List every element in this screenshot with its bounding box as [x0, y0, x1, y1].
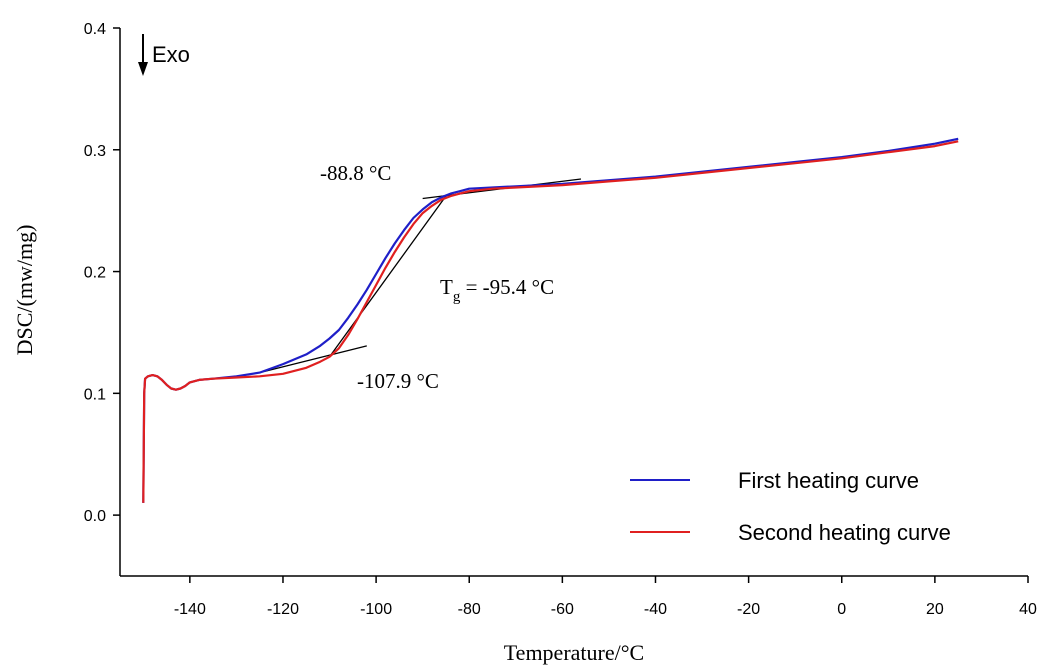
x-tick-label: 0	[837, 601, 846, 618]
tangent-line	[259, 345, 367, 374]
x-axis-ticks: -140 -120 -100 -80 -60 -40 -20 0 20 40	[174, 576, 1037, 618]
onset-temperature-label: -107.9 °C	[357, 369, 439, 393]
legend: First heating curve Second heating curve	[630, 468, 951, 545]
tg-value: = -95.4 °C	[460, 275, 554, 299]
y-axis-ticks: 0.0 0.1 0.2 0.3 0.4	[84, 21, 120, 525]
glass-transition-label: Tg = -95.4 °C	[440, 275, 554, 305]
tg-subscript: g	[453, 289, 461, 305]
series-line-second-heating	[142, 140, 959, 503]
y-axis-title: DSC/(mw/mg)	[12, 225, 37, 356]
tangent-line	[329, 195, 447, 358]
endset-temperature-label: -88.8 °C	[320, 161, 391, 185]
y-tick-label: 0.0	[84, 508, 106, 525]
legend-label-first-heating: First heating curve	[738, 468, 919, 493]
x-axis-title: Temperature/°C	[504, 640, 644, 665]
x-tick-label: -140	[174, 601, 206, 618]
x-tick-label: 20	[926, 601, 944, 618]
series-layer	[142, 137, 959, 503]
tg-symbol: T	[440, 275, 453, 299]
x-tick-label: 40	[1019, 601, 1037, 618]
legend-label-second-heating: Second heating curve	[738, 520, 951, 545]
exo-indicator: Exo	[138, 34, 190, 76]
exo-label: Exo	[152, 42, 190, 67]
y-tick-label: 0.1	[84, 386, 106, 403]
exo-arrow-head-icon	[138, 62, 148, 76]
y-tick-label: 0.4	[84, 21, 106, 38]
x-tick-label: -40	[644, 601, 667, 618]
y-tick-label: 0.2	[84, 265, 106, 282]
series-line-first-heating	[142, 137, 959, 503]
x-tick-label: -120	[267, 601, 299, 618]
y-tick-label: 0.3	[84, 143, 106, 160]
x-tick-label: -100	[360, 601, 392, 618]
x-tick-label: -60	[551, 601, 574, 618]
x-tick-label: -80	[458, 601, 481, 618]
x-tick-label: -20	[737, 601, 760, 618]
